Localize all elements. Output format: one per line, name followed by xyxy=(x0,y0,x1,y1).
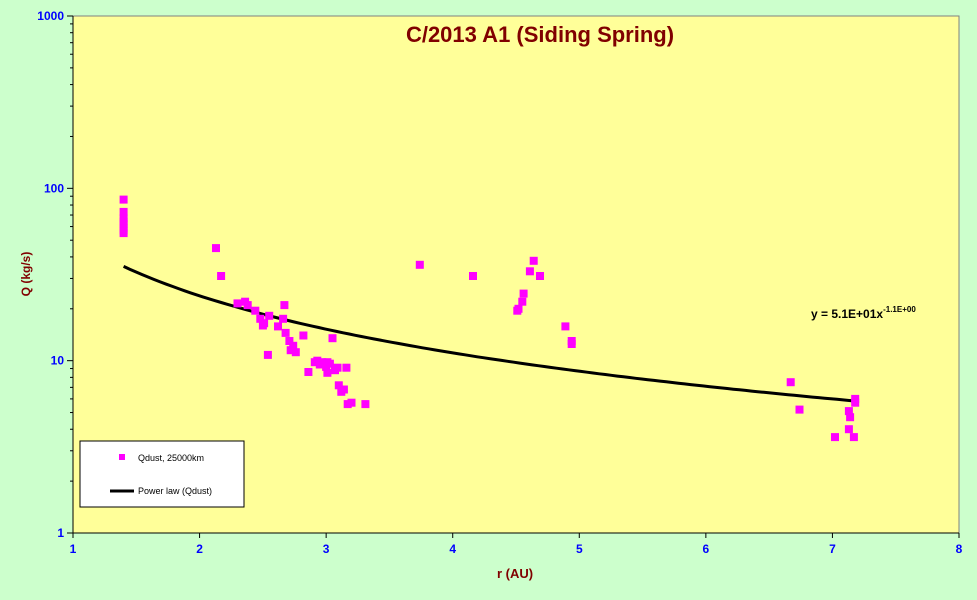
data-point xyxy=(251,306,260,315)
y-tick-label: 100 xyxy=(44,181,64,195)
data-point xyxy=(844,407,853,416)
data-point xyxy=(333,363,342,372)
y-axis-ticks: 1 10 100 1000 xyxy=(37,9,73,540)
data-point xyxy=(299,331,308,340)
data-point xyxy=(795,405,804,414)
y-tick-label: 1 xyxy=(57,526,64,540)
x-axis-label: r (AU) xyxy=(497,566,533,581)
data-point xyxy=(119,207,128,216)
data-point xyxy=(289,341,298,350)
x-tick-label: 1 xyxy=(70,542,77,556)
data-point xyxy=(518,297,527,306)
data-point xyxy=(291,348,300,357)
legend-label-points: Qdust, 25000km xyxy=(138,453,204,463)
x-tick-label: 8 xyxy=(956,542,963,556)
data-point xyxy=(849,433,858,442)
data-point xyxy=(323,368,332,377)
data-point xyxy=(361,400,370,409)
data-point xyxy=(280,301,289,310)
chart-title: C/2013 A1 (Siding Spring) xyxy=(406,22,674,47)
data-point xyxy=(281,328,290,337)
data-point xyxy=(347,398,356,407)
data-point xyxy=(525,267,534,276)
data-point xyxy=(256,314,265,323)
data-point xyxy=(846,413,855,422)
data-point xyxy=(119,195,128,204)
data-point xyxy=(342,363,351,372)
data-point xyxy=(265,311,274,320)
legend: Qdust, 25000km Power law (Qdust) xyxy=(79,440,245,508)
data-point xyxy=(285,337,294,345)
data-point xyxy=(831,433,839,442)
fit-equation-base: y = 5.1E+01x xyxy=(811,307,883,321)
x-tick-label: 5 xyxy=(576,542,583,556)
legend-box xyxy=(79,440,245,508)
data-point xyxy=(286,346,295,355)
fit-equation-exponent: -1.1E+00 xyxy=(883,305,916,314)
data-point xyxy=(263,350,272,359)
x-tick-label: 7 xyxy=(829,542,836,556)
data-point xyxy=(243,301,252,310)
x-tick-label: 4 xyxy=(449,542,456,556)
data-point xyxy=(514,304,523,313)
data-point xyxy=(844,425,853,434)
data-point xyxy=(529,256,538,265)
data-point xyxy=(233,299,242,308)
data-point xyxy=(567,340,576,348)
data-point xyxy=(851,394,860,403)
data-point xyxy=(328,334,337,343)
data-point xyxy=(304,368,313,376)
y-axis-label: Q (kg/s) xyxy=(19,252,33,297)
data-point xyxy=(217,272,226,280)
data-point xyxy=(415,260,424,269)
data-point xyxy=(536,272,544,280)
data-point xyxy=(339,385,348,394)
data-point xyxy=(279,314,288,323)
legend-marker-points xyxy=(119,454,125,460)
data-point xyxy=(212,244,220,253)
x-tick-label: 6 xyxy=(703,542,710,556)
data-point xyxy=(318,358,327,367)
x-tick-label: 2 xyxy=(196,542,203,556)
data-point xyxy=(519,289,528,298)
data-point xyxy=(325,359,334,368)
x-tick-label: 3 xyxy=(323,542,330,556)
data-points xyxy=(119,195,860,442)
y-tick-label: 1000 xyxy=(37,9,64,23)
data-point xyxy=(274,322,282,331)
fit-equation: y = 5.1E+01x-1.1E+00 xyxy=(811,305,916,321)
data-point xyxy=(260,319,269,328)
x-axis-ticks: 1 2 3 4 5 6 7 8 xyxy=(70,533,963,556)
data-point xyxy=(334,381,343,390)
data-point xyxy=(786,378,795,387)
power-law-fit-line xyxy=(122,265,856,403)
data-point xyxy=(561,322,570,331)
data-point xyxy=(119,229,128,238)
y-tick-label: 10 xyxy=(51,354,65,368)
legend-label-line: Power law (Qdust) xyxy=(138,486,212,496)
data-point xyxy=(469,272,477,280)
